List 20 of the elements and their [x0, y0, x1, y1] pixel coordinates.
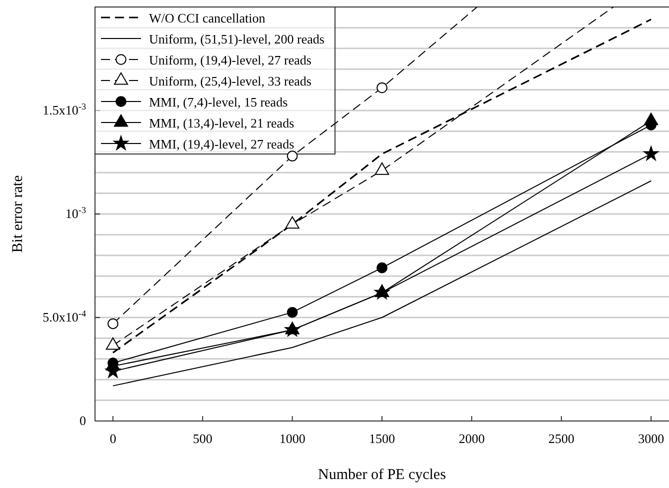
- y-tick-label: 1.5x10$^{-3}$: [42, 102, 86, 118]
- legend-label: Uniform, (19,4)-level, 27 reads: [149, 52, 312, 68]
- y-tick-label: 5.0x10$^{-4}$: [42, 308, 86, 324]
- legend-label: W/O CCI cancellation: [149, 10, 266, 26]
- y-tick-label: 10$^{-3}$: [65, 205, 86, 221]
- x-axis-title: Number of PE cycles: [318, 467, 446, 483]
- x-tick-label: 3000: [638, 431, 664, 446]
- legend-label: MMI, (7,4)-level, 15 reads: [149, 94, 288, 110]
- legend-label: MMI, (19,4)-level, 27 reads: [149, 136, 294, 152]
- legend-label: MMI, (13,4)-level, 21 reads: [149, 116, 294, 130]
- x-tick-label: 0: [110, 431, 116, 446]
- x-tick-label: 1000: [279, 431, 306, 446]
- x-tick-label: 500: [192, 431, 212, 446]
- x-tick-label: 2000: [458, 431, 485, 446]
- y-tick-label: 0: [80, 413, 86, 428]
- x-tick-label: 2500: [548, 431, 574, 446]
- y-axis-title: Bit error rate: [10, 174, 26, 253]
- legend-label: Uniform, (51,51)-level, 200 reads: [149, 32, 324, 46]
- legend-label: Uniform, (25,4)-level, 33 reads: [149, 74, 312, 88]
- x-tick-label: 1500: [369, 431, 395, 446]
